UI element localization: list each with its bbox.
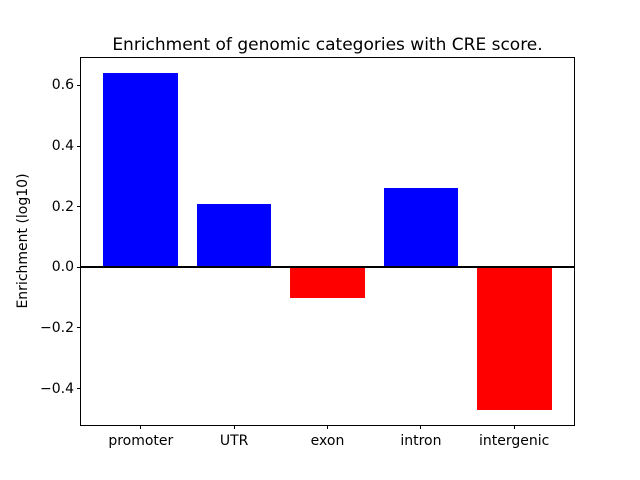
x-tick-label-exon: exon <box>310 433 345 449</box>
y-tick-label: 0.2 <box>51 198 74 215</box>
bar-intergenic <box>476 267 552 410</box>
x-tick-label-UTR: UTR <box>219 433 249 449</box>
y-axis-label-text: Enrichment (log10) <box>15 173 31 309</box>
x-tick-mark <box>513 425 515 429</box>
y-tick-mark <box>77 266 81 268</box>
x-tick-mark <box>233 425 235 429</box>
x-tick-mark <box>140 425 142 429</box>
bar-exon <box>290 267 365 298</box>
bar-UTR <box>196 203 272 268</box>
zero-line <box>81 266 574 269</box>
x-tick-label-promoter: promoter <box>108 433 174 449</box>
y-tick-mark <box>77 388 81 390</box>
x-tick-mark <box>420 425 422 429</box>
y-tick-label: 0.6 <box>51 77 74 94</box>
y-tick-mark <box>77 145 81 147</box>
bar-intron <box>383 188 459 268</box>
y-tick-mark <box>77 84 81 86</box>
y-tick-label: 0.4 <box>51 138 74 154</box>
y-tick-label: 0.0 <box>51 259 74 276</box>
x-tick-mark <box>327 425 328 429</box>
y-tick-mark <box>77 327 81 329</box>
x-tick-label-intergenic: intergenic <box>479 433 550 449</box>
y-tick-mark <box>77 206 81 208</box>
bar-promoter <box>103 73 179 268</box>
y-tick-label: −0.2 <box>40 319 74 336</box>
chart-title: Enrichment of genomic categories with CR… <box>112 35 543 55</box>
y-tick-label: −0.4 <box>40 380 74 397</box>
x-tick-label-intron: intron <box>400 433 442 449</box>
